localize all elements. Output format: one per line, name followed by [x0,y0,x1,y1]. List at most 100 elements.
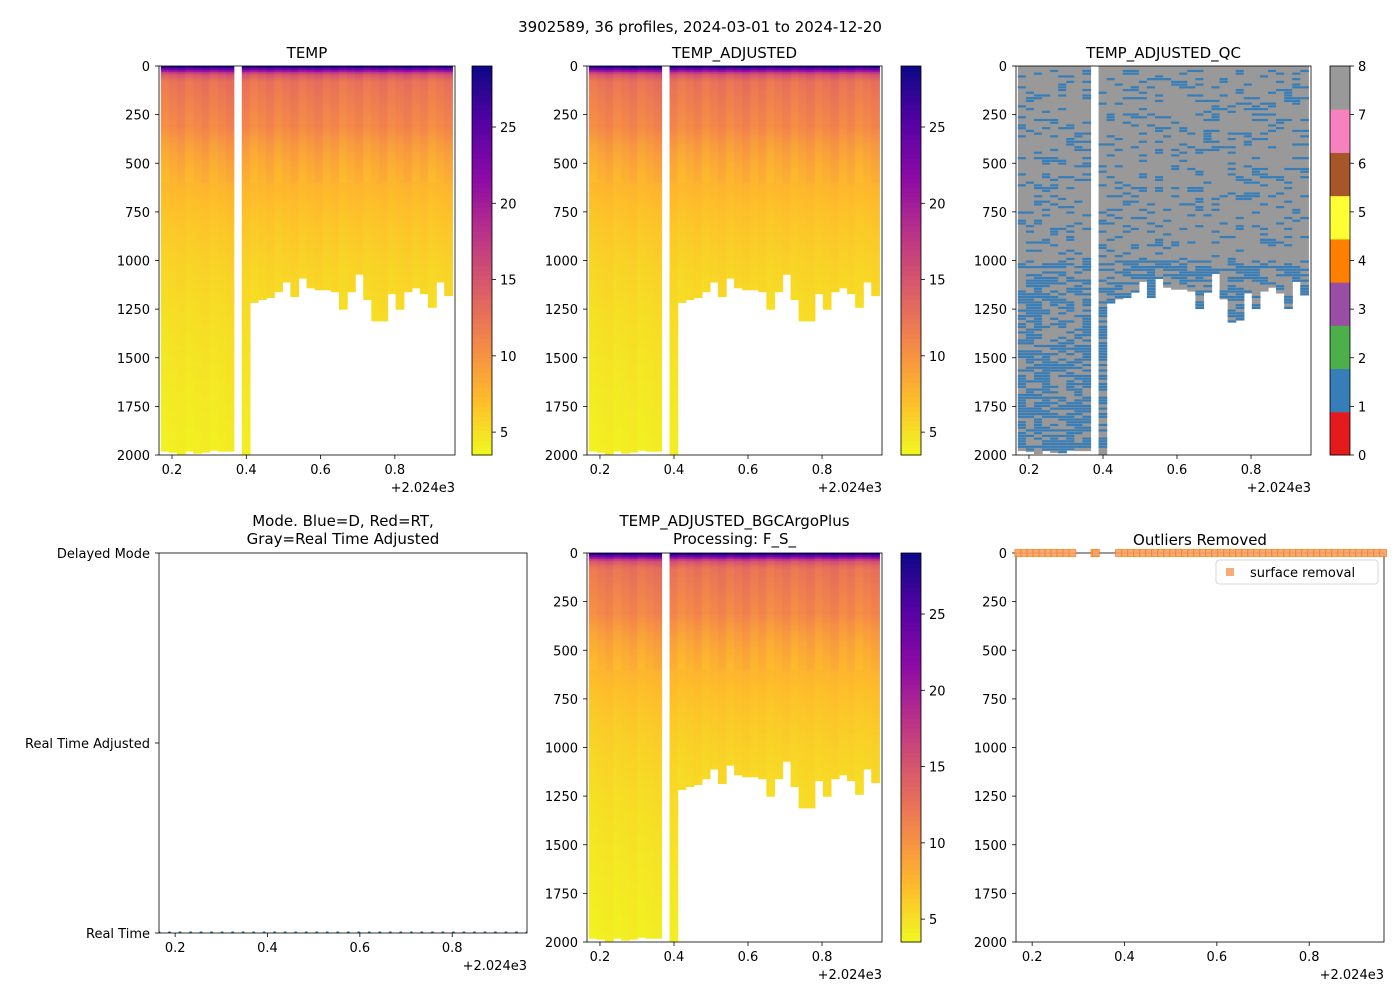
heat-cell [282,211,291,215]
heat-cell [290,268,300,271]
heat-cell [193,416,202,419]
heat-cell [241,332,251,336]
heat-cell [330,108,340,112]
heat-cell [395,91,405,94]
heat-cell [217,248,227,252]
heat-cell [444,116,453,120]
heat-cell [201,157,211,160]
heat-cell [217,449,227,452]
heat-cell [428,272,437,275]
heat-cell [209,169,219,172]
heat-cell [160,375,170,378]
heat-cell [193,200,202,203]
heat-cell [225,252,235,256]
heat-cell [322,225,332,229]
heat-cell [217,124,227,127]
heat-cell [241,153,251,157]
heat-cell [314,126,324,129]
colorbar-swatch [472,304,492,310]
heat-cell [201,441,211,444]
heat-cell [419,122,429,125]
heat-cell [371,202,381,205]
heat-cell [201,87,211,90]
heat-cell [355,163,364,166]
heat-cell [241,359,251,363]
heat-cell [379,206,389,209]
heat-cell [241,410,251,413]
heat-cell [168,274,178,277]
heat-cell [185,287,194,291]
heat-cell [193,276,202,279]
heat-cell [322,139,332,143]
heat-cell [160,449,170,452]
heat-cell [258,262,267,265]
heat-cell [241,83,251,87]
heat-cell [290,285,300,289]
heat-cell [274,192,283,195]
heat-cell [363,149,372,153]
heat-cell [225,219,235,223]
heat-cell [201,155,211,159]
heat-cell [177,124,186,127]
heat-cell [249,299,259,302]
heat-cell [363,186,372,190]
heat-cell [282,67,291,71]
heat-cell [444,278,453,281]
heat-cell [379,316,389,320]
heat-cell [160,114,170,118]
heat-cell [411,145,421,149]
heat-cell [225,295,235,299]
heat-cell [403,278,413,281]
heat-cell [177,383,186,386]
heat-cell [363,157,372,160]
heat-cell [322,276,332,279]
heat-cell [444,93,453,96]
heat-cell [168,239,178,242]
heat-cell [428,242,437,246]
heat-cell [306,176,316,180]
heat-cell [185,266,194,269]
heat-cell [419,215,429,219]
heat-cell [330,227,340,230]
heat-cell [428,163,437,166]
heat-cell [444,274,453,277]
heat-cell [444,246,453,250]
heat-cell [330,202,340,205]
heat-cell [177,141,186,145]
heat-cell [314,188,324,192]
heat-cell [274,206,283,209]
heat-cell [338,167,348,170]
heat-cell [249,114,259,118]
heat-cell [160,89,170,92]
heat-cell [306,139,316,143]
heat-cell [355,104,364,108]
heat-cell [444,219,453,223]
heat-cell [395,285,405,289]
heat-cell [201,104,211,108]
heat-cell [444,184,453,188]
heat-cell [225,270,235,273]
heat-cell [411,106,421,110]
heat-cell [387,116,397,120]
heat-cell [338,93,348,96]
heat-cell [436,79,445,83]
heat-cell [322,126,332,129]
heat-cell [274,233,283,236]
heat-cell [379,186,389,190]
heat-cell [193,363,202,367]
heat-cell [436,262,445,265]
heat-cell [201,285,211,289]
heat-cell [168,151,178,155]
heat-cell [298,108,308,112]
heat-cell [185,283,194,287]
heat-cell [347,83,356,87]
heat-cell [298,180,308,184]
x-tick-label: 0.6 [310,463,331,478]
heat-cell [347,217,356,221]
heat-cell [249,204,259,207]
heat-cell [193,412,202,415]
heat-cell [168,81,178,85]
heat-cell [266,272,275,275]
heat-cell [249,209,259,213]
heat-cell [217,93,227,96]
